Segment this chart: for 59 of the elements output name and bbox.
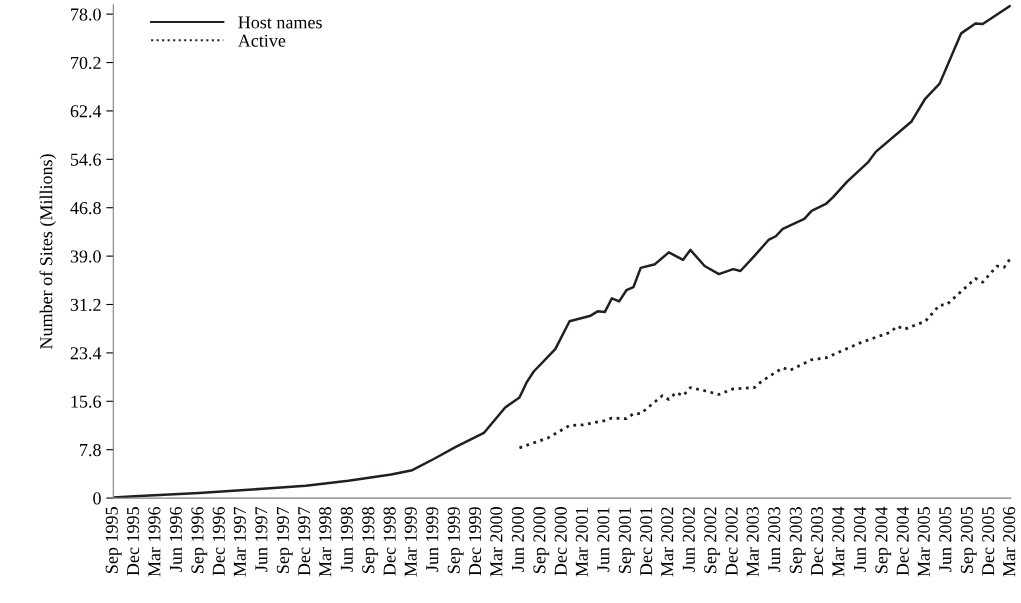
x-tick-label: Jun 2002: [682, 507, 695, 572]
x-tick-label: Dec 2005: [982, 507, 995, 576]
x-tick-label: Sep 2002: [704, 507, 721, 573]
y-tick-label: 62.4: [70, 105, 102, 118]
legend-label: Active: [237, 34, 286, 47]
x-tick-label: Dec 1999: [469, 507, 482, 576]
x-tick-label: Mar 1999: [404, 507, 417, 577]
x-tick-label: Dec 2000: [554, 507, 567, 576]
x-tick-label: Mar 2000: [490, 507, 503, 577]
x-tick-label: Mar 2004: [832, 506, 845, 577]
x-tick-label: Jun 2003: [768, 507, 781, 572]
y-tick-label: 23.4: [70, 347, 102, 360]
x-tick-label: Sep 1998: [362, 507, 379, 573]
x-tick-label: Jun 1998: [340, 507, 353, 572]
x-tick-label: Jun 1996: [169, 506, 182, 572]
x-tick-label: Mar 2005: [917, 507, 930, 577]
y-tick-label: 7.8: [80, 443, 101, 457]
x-tick-label: Jun 2001: [597, 507, 610, 572]
y-tick-label: 31.2: [70, 298, 101, 312]
x-tick-label: Mar 1997: [233, 506, 246, 577]
line-series: [113, 4, 1011, 499]
y-tick-label: 78.0: [71, 8, 101, 21]
y-tick-label: 46.8: [70, 201, 101, 215]
x-tick-label: Mar 2003: [746, 507, 759, 577]
x-tick-label: Mar 2001: [575, 507, 588, 577]
y-tick-label: 54.6: [70, 153, 101, 166]
x-tick-label: Sep 1995: [105, 507, 122, 573]
x-tick-label: Dec 2003: [810, 507, 824, 576]
x-tick-label: Sep 2000: [533, 507, 550, 573]
y-axis-title: Number of Sites (Millions): [39, 154, 57, 349]
legend-label: Host names: [238, 16, 322, 29]
x-tick-label: Jun 2005: [939, 507, 952, 572]
x-tick-label: Sep 1996: [191, 506, 208, 573]
x-tick-label: Mar 1996: [148, 506, 161, 577]
x-tick-label: Sep 2003: [789, 507, 806, 573]
x-tick-label: Dec 1995: [127, 507, 140, 576]
x-tick-label: Dec 2002: [725, 507, 738, 576]
x-tick-label: Sep 2001: [618, 507, 635, 573]
x-tick-label: Dec 2001: [640, 507, 653, 576]
x-tick-label: Sep 1999: [447, 507, 464, 573]
y-tick-label: 15.6: [71, 395, 101, 408]
x-tick-label: Mar 1998: [319, 507, 332, 577]
y-tick-label: 0: [93, 492, 101, 505]
y-tick-label: 39.0: [70, 250, 101, 263]
x-tick-label: Dec 1997: [298, 506, 311, 576]
x-tick-label: Mar 2002: [661, 507, 674, 577]
x-tick-label: Sep 1997: [276, 506, 293, 573]
y-tick-label: 70.2: [71, 56, 101, 70]
x-tick-label: Jun 2004: [853, 506, 866, 572]
line-series: [518, 256, 1011, 450]
x-tick-label: Sep 2004: [875, 506, 892, 573]
x-tick-label: Jun 1997: [255, 506, 268, 572]
x-tick-label: Jun 1999: [426, 507, 439, 572]
x-tick-label: Dec 2004: [896, 506, 909, 576]
x-tick-label: Mar 2006: [1003, 506, 1016, 577]
x-tick-label: Sep 2005: [960, 507, 977, 573]
x-tick-label: Jun 2000: [511, 507, 524, 572]
x-tick-label: Dec 1998: [383, 507, 396, 576]
x-tick-label: Dec 1996: [212, 506, 225, 576]
